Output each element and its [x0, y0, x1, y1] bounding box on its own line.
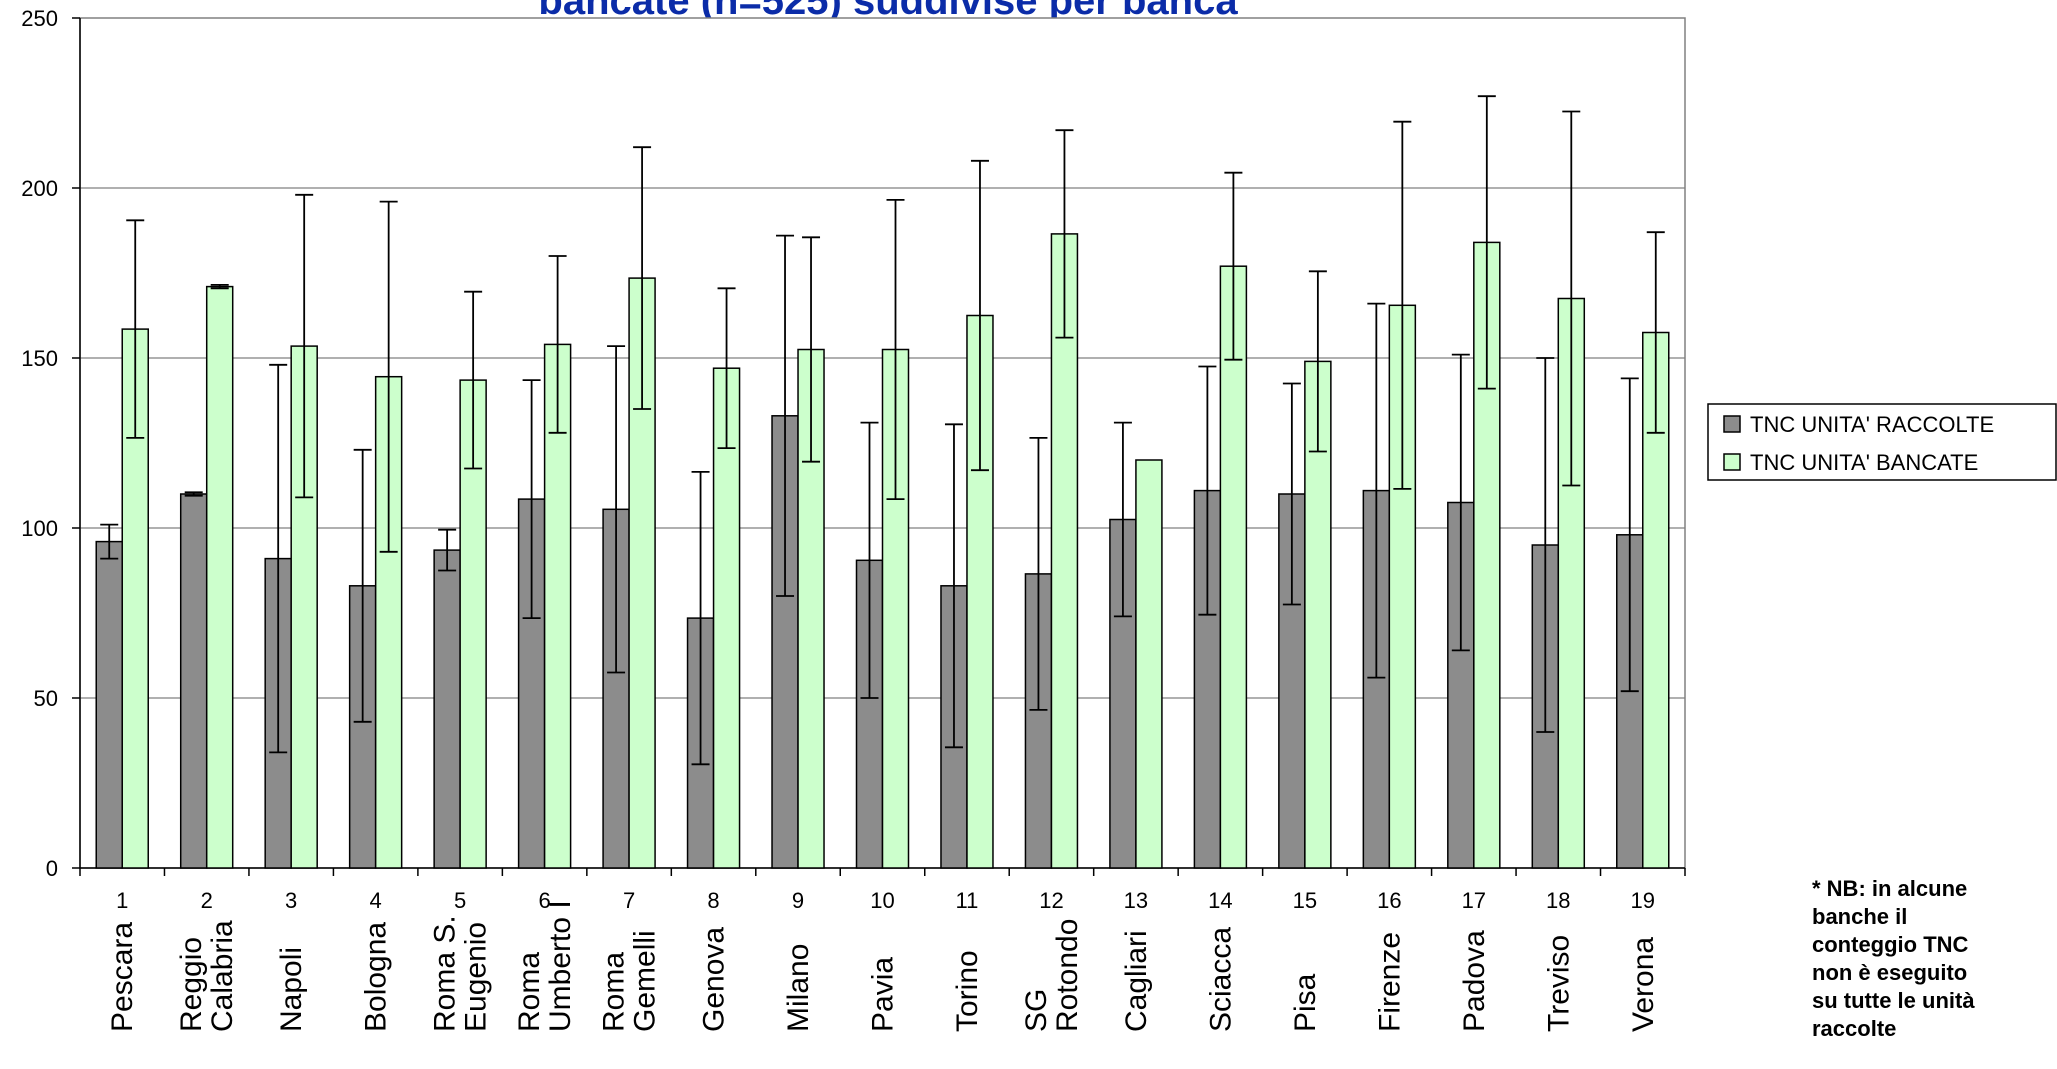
- category-name-label: Reggio: [175, 937, 208, 1032]
- category-name-label: SG: [1020, 989, 1053, 1032]
- legend-label: TNC UNITA' RACCOLTE: [1750, 412, 1994, 437]
- x-tick-label: 2: [201, 888, 213, 913]
- x-tick-label: 9: [792, 888, 804, 913]
- category-name-label: Roma: [513, 952, 546, 1032]
- category-name-label: Napoli: [275, 947, 308, 1032]
- y-tick-label: 100: [21, 516, 58, 541]
- y-tick-label: 200: [21, 176, 58, 201]
- category-name-label: Pavia: [867, 957, 900, 1032]
- x-tick-label: 3: [285, 888, 297, 913]
- bar-bancate: [1135, 459, 1163, 869]
- category-name-label: Firenze: [1373, 932, 1406, 1032]
- category-name-label: Umberto I: [544, 900, 577, 1032]
- category-name-label: Rotondo: [1051, 919, 1084, 1032]
- category-name-label: Verona: [1627, 937, 1660, 1032]
- legend-swatch: [1723, 453, 1741, 471]
- y-tick-label: 0: [46, 856, 58, 881]
- y-tick-label: 50: [34, 686, 58, 711]
- category-name-label: Bologna: [360, 922, 393, 1032]
- category-name-label: Roma S.: [429, 915, 462, 1032]
- legend-label: TNC UNITA' BANCATE: [1750, 450, 1978, 475]
- x-tick-label: 7: [623, 888, 635, 913]
- category-name-label: Treviso: [1542, 935, 1575, 1032]
- category-name-label: Calabria: [206, 920, 239, 1032]
- x-tick-label: 18: [1546, 888, 1570, 913]
- bar-bancate: [712, 367, 741, 869]
- bar-bancate: [1050, 233, 1079, 869]
- x-tick-label: 1: [116, 888, 128, 913]
- bar-bancate: [205, 285, 234, 869]
- x-tick-label: 16: [1377, 888, 1401, 913]
- x-tick-label: 4: [370, 888, 382, 913]
- x-tick-label: 11: [956, 888, 979, 913]
- footnote-text: * NB: in alcune banche il conteggio TNC non…: [1812, 876, 1975, 1041]
- bar-raccolte: [433, 549, 461, 869]
- x-tick-label: 19: [1631, 888, 1655, 913]
- footnote: * NB: in alcune banche il conteggio TNC non…: [1812, 876, 1975, 1041]
- x-tick-label: 6: [538, 888, 550, 913]
- x-tick-label: 8: [707, 888, 719, 913]
- x-tick-label: 14: [1208, 888, 1232, 913]
- category-name-label: Milano: [782, 944, 815, 1032]
- x-tick-label: 17: [1462, 888, 1486, 913]
- y-tick-label: 150: [21, 346, 58, 371]
- category-name-label: Sciacca: [1204, 927, 1237, 1032]
- category-name-label: Pisa: [1289, 973, 1322, 1032]
- x-tick-label: 12: [1039, 888, 1063, 913]
- x-tick-label: 5: [454, 888, 466, 913]
- legend: TNC UNITA' RACCOLTE TNC UNITA' BANCATE: [1707, 403, 2057, 481]
- legend-box: [1707, 403, 2057, 481]
- legend-swatch: [1723, 415, 1741, 433]
- category-name-label: Gemelli: [629, 930, 662, 1032]
- y-tick-label: 250: [21, 6, 58, 31]
- category-name-label: Torino: [951, 950, 984, 1032]
- category-name-label: Roma: [598, 952, 631, 1032]
- category-name-label: Eugenio: [460, 922, 493, 1032]
- category-name-label: Genova: [698, 927, 731, 1032]
- x-tick-label: 10: [870, 888, 894, 913]
- category-name-label: Padova: [1458, 930, 1491, 1032]
- category-name-label: Pescara: [106, 922, 139, 1032]
- x-tick-label: 13: [1124, 888, 1148, 913]
- x-tick-label: 15: [1293, 888, 1317, 913]
- bar-raccolte: [95, 540, 123, 869]
- category-name-label: Cagliari: [1120, 930, 1153, 1032]
- bar-raccolte: [179, 493, 208, 869]
